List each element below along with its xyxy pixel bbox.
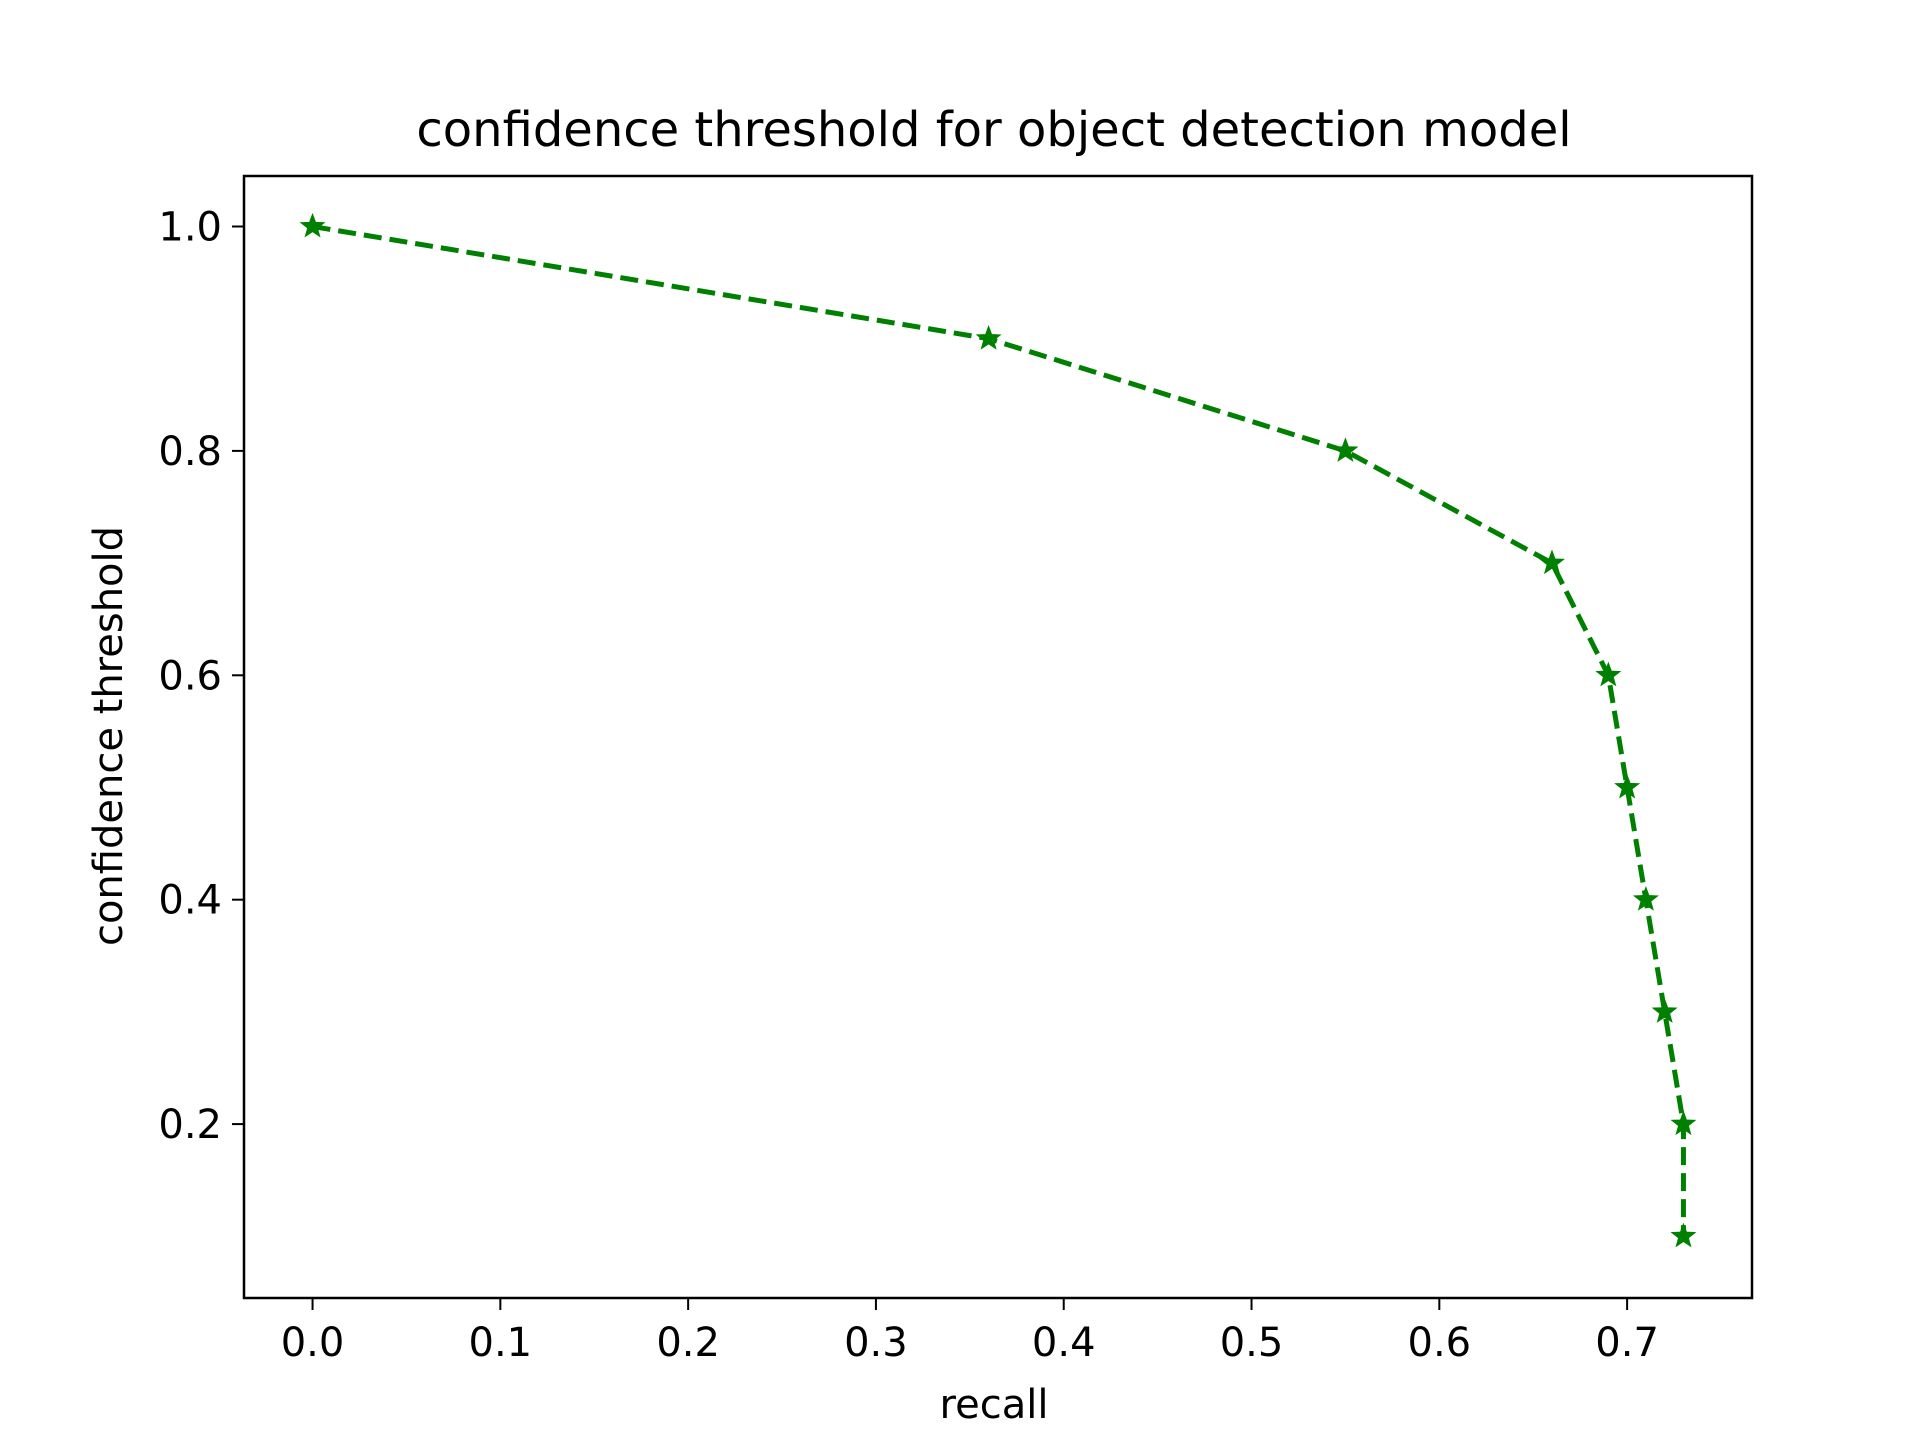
data-point [1651, 998, 1678, 1023]
series-line [312, 224, 1686, 1237]
plot-frame [242, 174, 1754, 1300]
x-tick-label: 0.5 [1220, 1320, 1284, 1366]
y-tick-label: 0.6 [158, 653, 222, 699]
x-tick-label: 0.4 [1032, 1320, 1096, 1366]
data-point [1670, 1110, 1697, 1136]
x-tick-label: 0.0 [281, 1320, 345, 1366]
x-tick-label: 0.1 [469, 1320, 533, 1366]
data-point [1614, 773, 1641, 799]
y-tick-label: 0.8 [158, 429, 222, 475]
x-tick-label: 0.2 [656, 1320, 720, 1366]
data-point [1539, 549, 1565, 575]
y-tick-label: 0.4 [158, 878, 222, 924]
data-point [1632, 886, 1659, 911]
x-axis-ticks: 0.0 0.1 0.2 0.3 0.4 0.5 0.6 0.7 [281, 1298, 1659, 1366]
x-axis-label: recall [940, 1382, 1049, 1428]
y-tick-label: 1.0 [158, 204, 222, 250]
x-tick-label: 0.3 [844, 1320, 908, 1366]
chart-title: confidence threshold for object detectio… [416, 102, 1571, 158]
plot-area [242, 174, 1754, 1300]
x-tick-label: 0.6 [1408, 1320, 1472, 1366]
x-tick-label: 0.7 [1595, 1320, 1659, 1366]
y-tick-label: 0.2 [158, 1102, 222, 1148]
data-point [1332, 437, 1359, 462]
data-point [1595, 661, 1622, 687]
data-point [299, 212, 326, 238]
y-axis-ticks: 0.2 0.4 0.6 0.8 1.0 [158, 204, 244, 1148]
data-point [975, 325, 1002, 350]
y-axis-label: confidence threshold [86, 526, 132, 946]
data-point [1670, 1222, 1697, 1248]
